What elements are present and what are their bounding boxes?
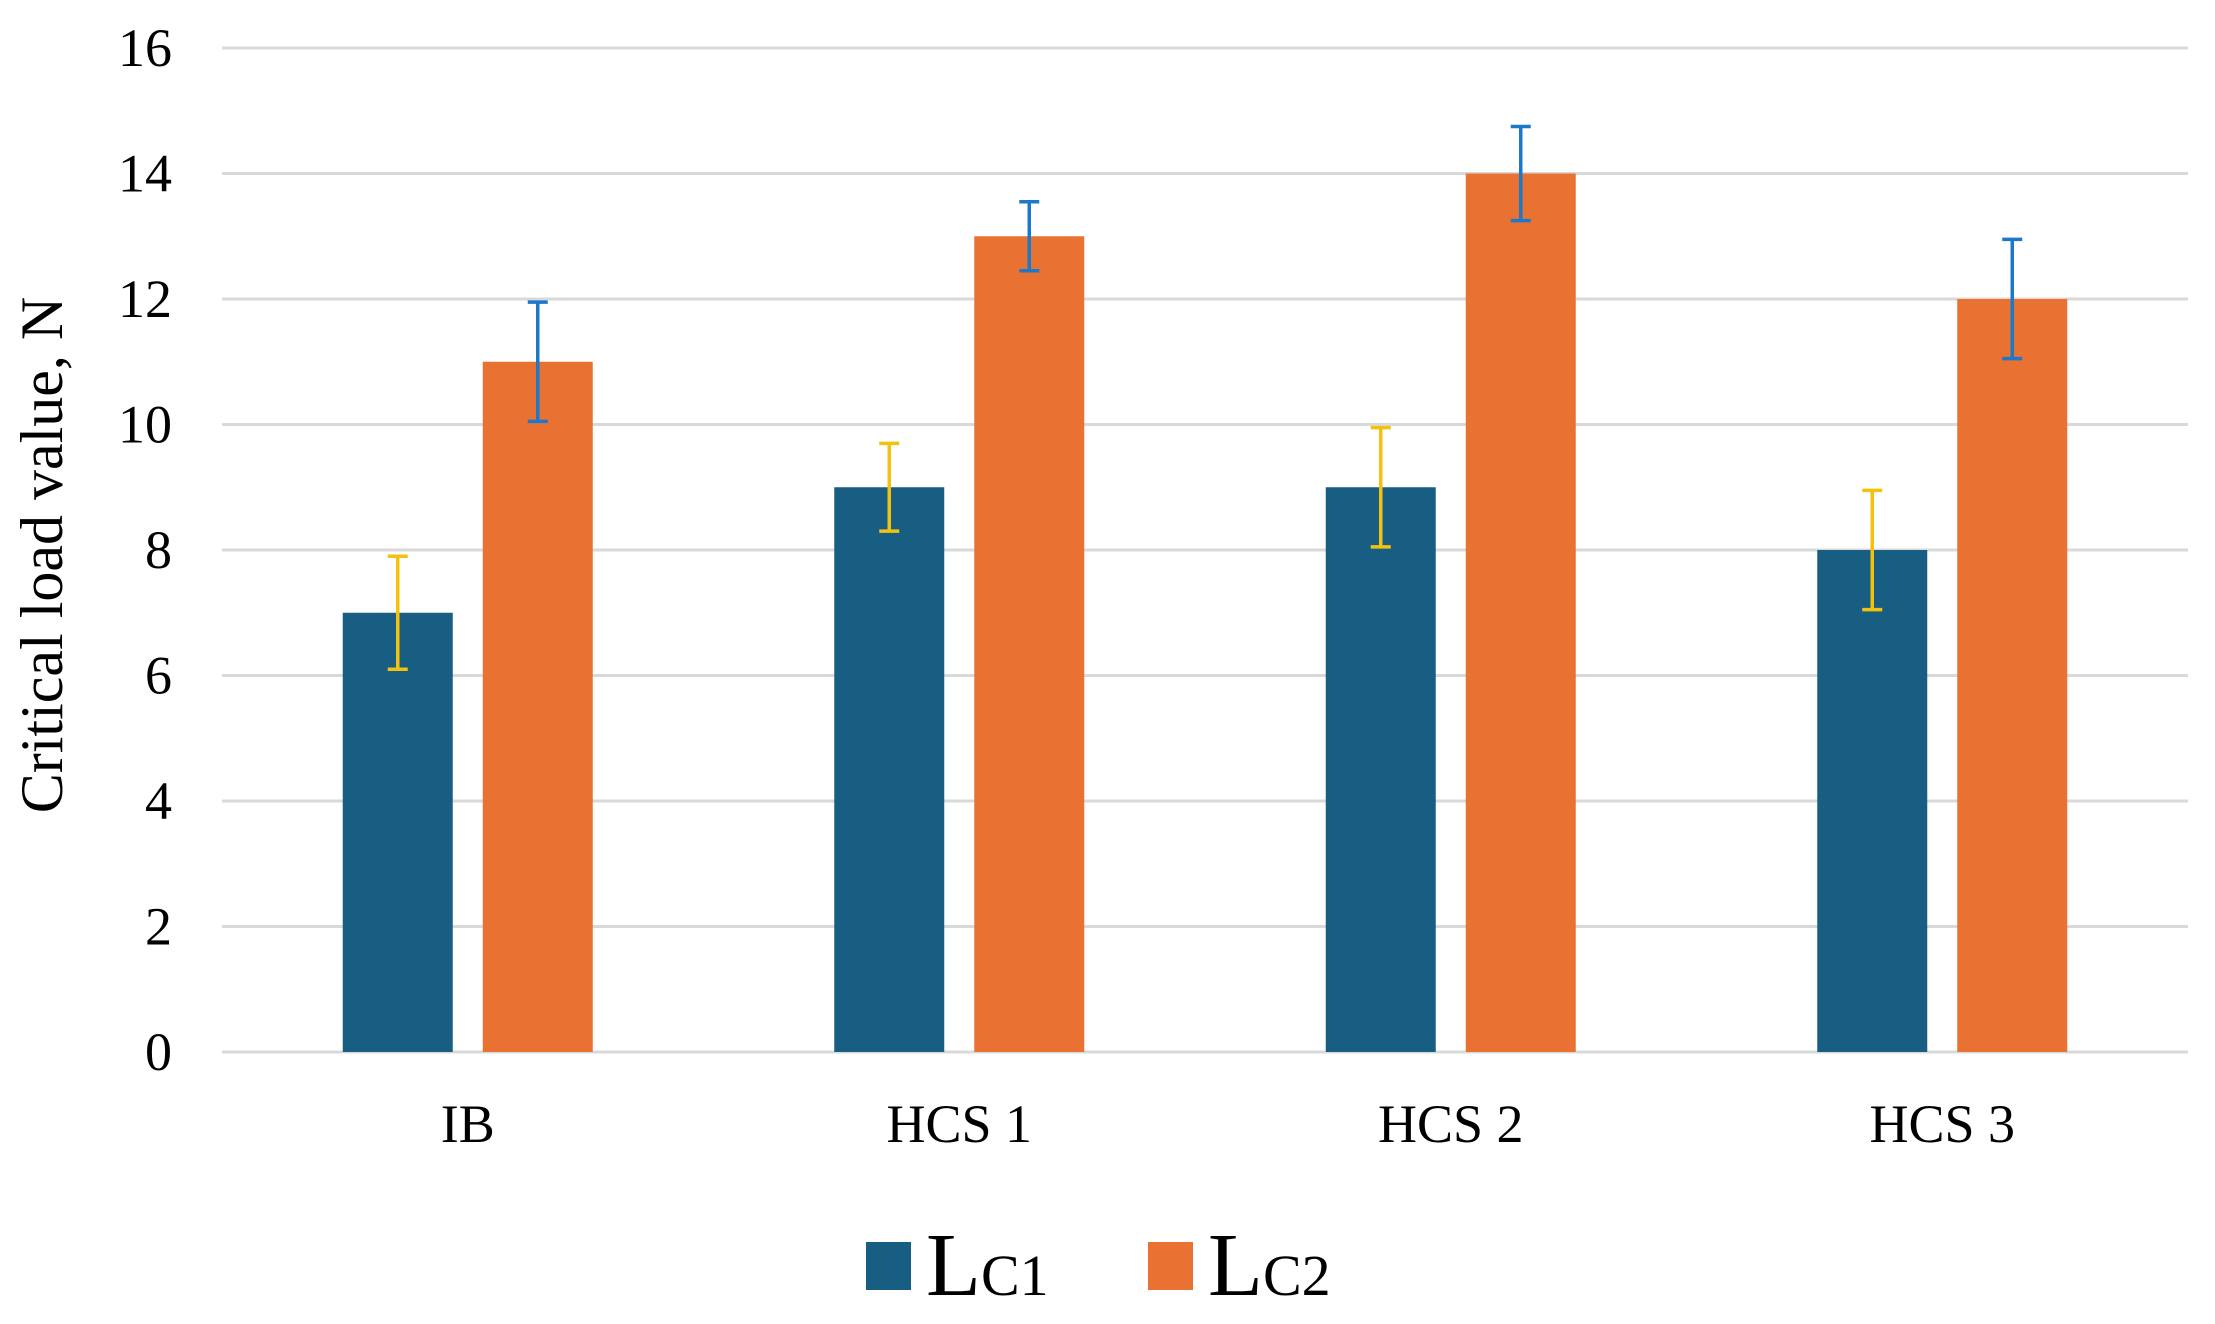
legend-item-lc2[interactable]: LC2 [1148, 1216, 1331, 1315]
error-bar-lc2-hcs-2 [1510, 124, 1531, 223]
bar-lc1-hcs-1[interactable] [834, 487, 945, 1052]
legend-label-lc1: LC1 [926, 1216, 1049, 1315]
legend-item-lc1[interactable]: LC1 [866, 1216, 1049, 1315]
error-bar-lc2-hcs-3 [2002, 237, 2023, 361]
error-bars [387, 124, 2023, 671]
bar-lc1-hcs-2[interactable] [1325, 487, 1436, 1052]
legend-swatch-lc1 [866, 1242, 911, 1290]
x-tick-label-hcs-3: HCS 3 [1869, 1094, 2015, 1154]
bar-lc2-hcs-3[interactable] [1957, 299, 2068, 1052]
y-tick-label-0: 0 [145, 1022, 172, 1082]
x-tick-label-hcs-1: HCS 1 [886, 1094, 1032, 1154]
error-bar-lc1-ib [387, 554, 408, 671]
bar-lc2-hcs-1[interactable] [974, 236, 1085, 1052]
y-tick-label-14: 14 [118, 144, 172, 204]
error-bar-lc1-hcs-2 [1370, 425, 1391, 549]
y-tick-label-12: 12 [118, 269, 172, 329]
y-axis-ticks: 0 2 4 6 8 10 12 14 16 [118, 18, 172, 1082]
bar-lc1-hcs-3[interactable] [1817, 550, 1928, 1052]
y-tick-label-2: 2 [145, 897, 172, 957]
y-tick-label-16: 16 [118, 18, 172, 78]
bar-lc2-ib[interactable] [482, 361, 593, 1052]
legend: LC1 LC2 [866, 1216, 1331, 1315]
error-bar-lc2-ib [527, 300, 548, 424]
y-tick-label-10: 10 [118, 395, 172, 455]
error-bar-lc2-hcs-1 [1019, 199, 1040, 273]
y-tick-label-4: 4 [145, 771, 172, 831]
x-axis-ticks: IB HCS 1 HCS 2 HCS 3 [441, 1094, 2015, 1154]
legend-label-lc2: LC2 [1208, 1216, 1331, 1315]
error-bar-lc1-hcs-3 [1862, 488, 1883, 612]
legend-swatch-lc2 [1148, 1242, 1193, 1290]
y-tick-label-8: 8 [145, 520, 172, 580]
bar-lc1-ib[interactable] [342, 612, 453, 1052]
y-tick-label-6: 6 [145, 646, 172, 706]
bars [342, 173, 2068, 1053]
bar-lc2-hcs-2[interactable] [1465, 173, 1576, 1053]
y-axis-title: Critical load value, N [9, 297, 75, 814]
x-tick-label-ib: IB [441, 1094, 495, 1154]
x-tick-label-hcs-2: HCS 2 [1378, 1094, 1524, 1154]
error-bar-lc1-hcs-1 [879, 441, 900, 533]
